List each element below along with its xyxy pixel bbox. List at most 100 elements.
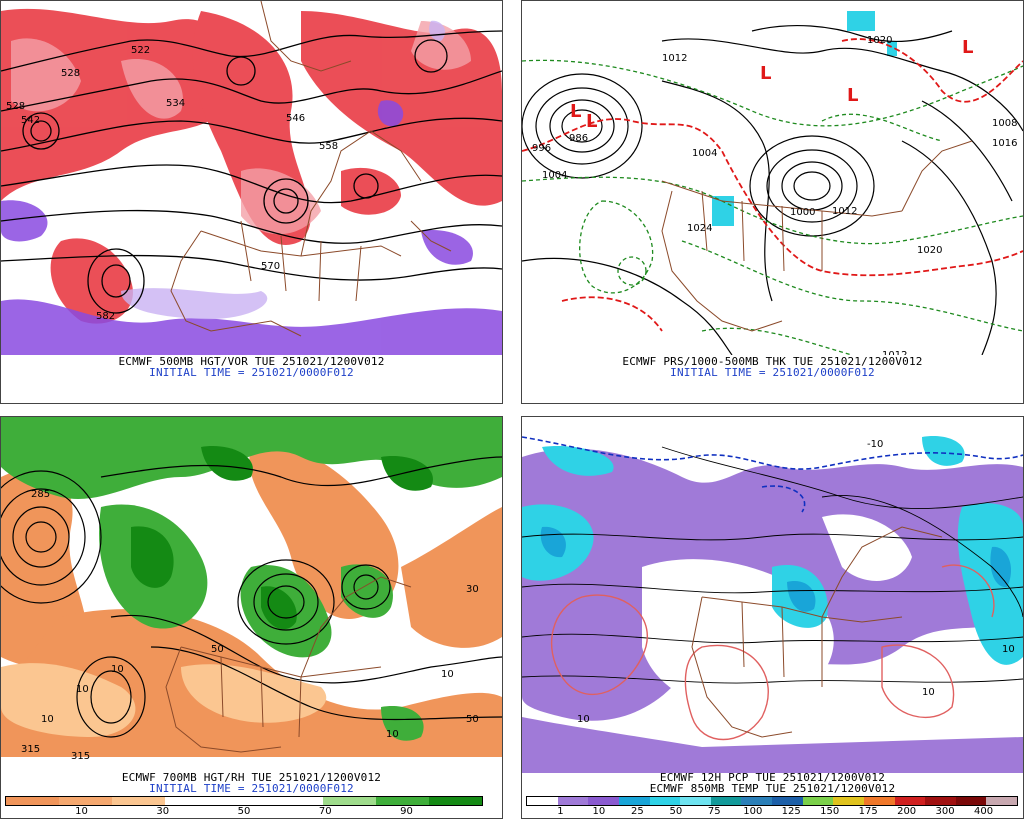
contour-label: 1020: [917, 245, 942, 256]
map-500mb: 522 528 534 546 558 570 582 542 528: [1, 1, 502, 355]
contour-label: 10: [1002, 644, 1015, 655]
colorbar-swatch: [680, 797, 711, 805]
colorbar-tick: 300: [935, 806, 955, 817]
colorbar-swatch: [527, 797, 558, 805]
pcp-colorbar: 1 10 25 50 75 100 125 150 175 200 300 400: [526, 796, 1018, 818]
contour-label: 534: [166, 98, 185, 109]
colorbar-swatch: [863, 797, 895, 805]
colorbar-tick: 175: [858, 806, 878, 817]
colorbar-tick: 30: [156, 806, 170, 817]
contour-label: 542: [21, 115, 40, 126]
contour-label: 30: [466, 584, 479, 595]
contour-label: 10: [76, 684, 89, 695]
contour-label: 1000: [790, 207, 815, 218]
colorbar-swatch: [323, 797, 377, 805]
contour-label: 1004: [692, 148, 717, 159]
rh-colorbar-swatches: [5, 796, 483, 806]
colorbar-swatch: [270, 797, 324, 805]
colorbar-tick: 200: [897, 806, 917, 817]
panel-700mb: 285 10 10 10 315 315 50 50 10 10 30 ECMW…: [0, 416, 503, 819]
contour-label: 986: [569, 133, 588, 144]
contour-label: 546: [286, 113, 305, 124]
colorbar-swatch: [58, 797, 112, 805]
colorbar-swatch: [833, 797, 864, 805]
contour-label: -10: [867, 439, 883, 450]
colorbar-tick: 25: [630, 806, 644, 817]
colorbar-swatch: [649, 797, 681, 805]
pressure-labels: 1012 986 996 1004 1000 1012 1020 1020 10…: [532, 35, 1017, 355]
colorbar-tick: 10: [592, 806, 606, 817]
low-symbol: L: [586, 111, 597, 132]
contour-label: 1004: [542, 170, 567, 181]
contour-label: 1020: [867, 35, 892, 46]
contour-label: 1024: [687, 223, 712, 234]
caption-700mb: ECMWF 700MB HGT/RH TUE 251021/1200V012: [121, 771, 382, 784]
map-surface-pressure: L L L L L 1012 986 996 1004 1000 1012 10…: [522, 1, 1023, 355]
pcp-colorbar-swatches: [526, 796, 1018, 806]
low-symbol: L: [847, 85, 858, 106]
low-symbol: L: [760, 63, 771, 84]
colorbar-tick: 50: [237, 806, 251, 817]
contour-label: 10: [386, 729, 399, 740]
contour-label: 582: [96, 311, 115, 322]
rh-colorbar-ticks: 10 30 50 70 90: [5, 806, 483, 818]
rh-colorbar: 10 30 50 70 90: [5, 796, 483, 818]
pcp-colorbar-ticks: 1 10 25 50 75 100 125 150 175 200 300 400: [526, 806, 1018, 818]
initial-time-700mb: INITIAL TIME = 251021/0000F012: [149, 782, 354, 795]
contour-label: 10: [111, 664, 124, 675]
contour-label: 522: [131, 45, 150, 56]
contour-label: 558: [319, 141, 338, 152]
contour-label: 10: [577, 714, 590, 725]
colorbar-swatch: [741, 797, 772, 805]
initial-time-surface: INITIAL TIME = 251021/0000F012: [670, 366, 875, 379]
colorbar-tick: 70: [318, 806, 332, 817]
colorbar-tick: 1: [557, 806, 564, 817]
colorbar-swatch: [618, 797, 650, 805]
colorbar-swatch: [894, 797, 926, 805]
colorbar-tick: 90: [400, 806, 413, 817]
low-pressure-symbols: L L L L L: [570, 37, 973, 132]
contour-label: 10: [441, 669, 454, 680]
colorbar-swatch: [429, 797, 483, 805]
contour-labels-700: 285 10 10 10 315 315 50 50 10 10 30: [21, 489, 479, 762]
low-symbol: L: [962, 37, 973, 58]
contour-label: 285: [31, 489, 50, 500]
colorbar-swatch: [802, 797, 834, 805]
colorbar-tick: 125: [781, 806, 801, 817]
contour-label: 315: [21, 744, 40, 755]
panel-500mb: 522 528 534 546 558 570 582 542 528 ECMW…: [0, 0, 503, 404]
colorbar-tick: 50: [669, 806, 683, 817]
contour-label: 10: [41, 714, 54, 725]
contour-label: 1008: [992, 118, 1017, 129]
colorbar-swatch: [557, 797, 589, 805]
contour-label: 996: [532, 143, 551, 154]
colorbar-swatch: [772, 797, 803, 805]
contour-label: 528: [61, 68, 80, 79]
colorbar-swatch: [6, 797, 59, 805]
colorbar-swatch: [217, 797, 271, 805]
temp-labels: 10 10 -10 10: [577, 439, 1015, 725]
map-precip: 10 10 -10 10: [522, 417, 1023, 773]
height-labels-500: 522 528 534 546 558 570 582 542 528: [6, 45, 338, 322]
contour-label: 315: [71, 751, 90, 762]
caption-precip: ECMWF 12H PCP TUE 251021/1200V012: [659, 771, 886, 784]
contour-label: 1012: [662, 53, 687, 64]
caption-surface-pressure: ECMWF PRS/1000-500MB THK TUE 251021/1200…: [622, 355, 923, 368]
contour-label: 50: [211, 644, 224, 655]
colorbar-swatch: [710, 797, 742, 805]
colorbar-swatch: [111, 797, 165, 805]
map-700mb: 285 10 10 10 315 315 50 50 10 10 30: [1, 417, 502, 773]
colorbar-swatch: [925, 797, 956, 805]
colorbar-swatch: [376, 797, 430, 805]
colorbar-tick: 100: [743, 806, 763, 817]
colorbar-tick: 400: [974, 806, 994, 817]
contour-label: 528: [6, 101, 25, 112]
colorbar-swatch: [955, 797, 987, 805]
contour-label: 1016: [992, 138, 1017, 149]
colorbar-tick: 75: [707, 806, 721, 817]
caption-500mb: ECMWF 500MB HGT/VOR TUE 251021/1200V012: [118, 355, 385, 368]
colorbar-swatch: [164, 797, 218, 805]
low-symbol: L: [570, 101, 581, 122]
contour-label: 50: [466, 714, 479, 725]
caption-850mb-temp: ECMWF 850MB TEMP TUE 251021/1200V012: [649, 782, 896, 795]
